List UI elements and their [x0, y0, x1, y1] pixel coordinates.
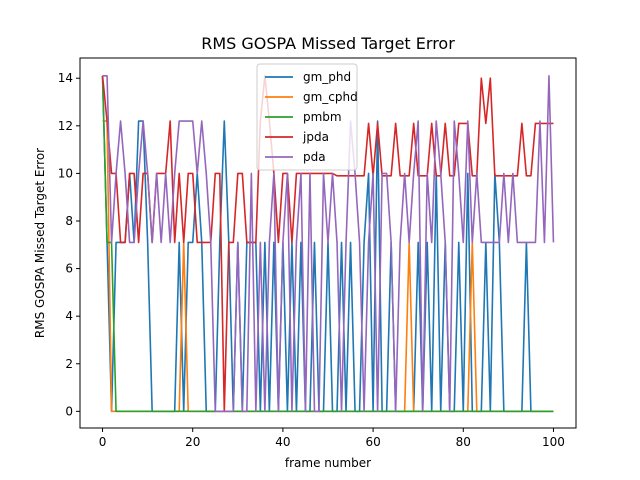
series-line-jpda	[101, 75, 554, 413]
y-tick-label: 14	[58, 71, 73, 85]
series-line-pmbm	[101, 75, 554, 413]
x-tick-label: 40	[275, 435, 290, 449]
legend-box	[256, 63, 358, 171]
y-tick-label: 4	[65, 309, 73, 323]
x-axis: 0 20 40 60 80 100	[99, 428, 565, 449]
x-tick-label: 100	[542, 435, 565, 449]
x-tick-label: 60	[365, 435, 380, 449]
series-lines	[101, 75, 555, 413]
y-axis: 0 2 4 6 8 10 12 14	[58, 71, 80, 418]
legend-label-pda: pda	[303, 150, 326, 164]
plot-frame	[79, 57, 577, 429]
y-axis-label: RMS GOSPA Missed Target Error	[33, 148, 47, 338]
legend-label-gm_phd: gm_phd	[303, 70, 351, 84]
legend-label-pmbm: pmbm	[303, 110, 342, 124]
series-line-pda	[102, 75, 555, 413]
legend-label-gm_cphd: gm_cphd	[303, 90, 358, 104]
chart-title: RMS GOSPA Missed Target Error	[201, 34, 455, 53]
y-tick-label: 2	[65, 357, 73, 371]
legend-label-jpda: jpda	[302, 130, 329, 144]
x-tick-label: 20	[185, 435, 200, 449]
y-tick-label: 8	[65, 214, 73, 228]
y-tick-label: 0	[65, 404, 73, 418]
y-tick-label: 6	[65, 262, 73, 276]
y-tick-label: 12	[58, 119, 73, 133]
x-axis-label: frame number	[285, 456, 371, 470]
x-tick-label: 0	[99, 435, 107, 449]
x-tick-label: 80	[456, 435, 471, 449]
y-tick-label: 10	[58, 166, 73, 180]
